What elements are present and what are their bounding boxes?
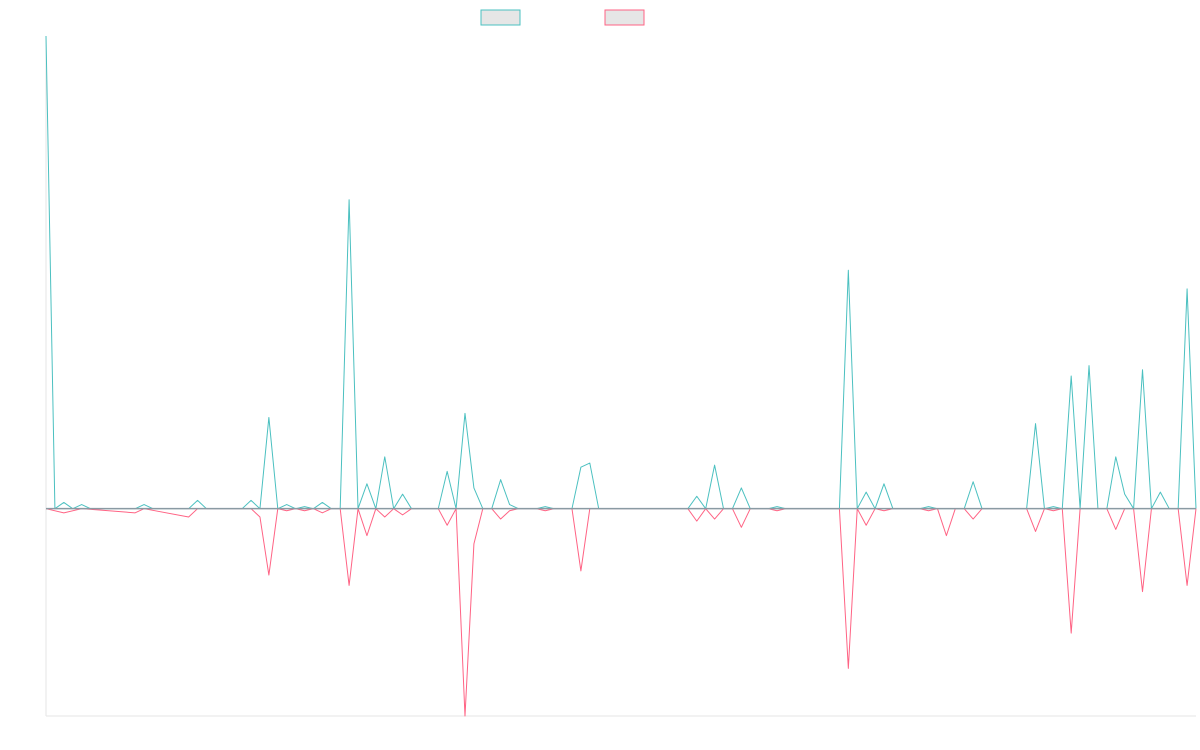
plot-area xyxy=(45,35,1197,717)
legend-swatch-positive[interactable] xyxy=(480,9,521,26)
series-line-positive xyxy=(45,35,1197,510)
legend[interactable] xyxy=(480,9,645,26)
legend-swatch-negative[interactable] xyxy=(604,9,645,26)
series-line-negative xyxy=(45,508,1197,717)
